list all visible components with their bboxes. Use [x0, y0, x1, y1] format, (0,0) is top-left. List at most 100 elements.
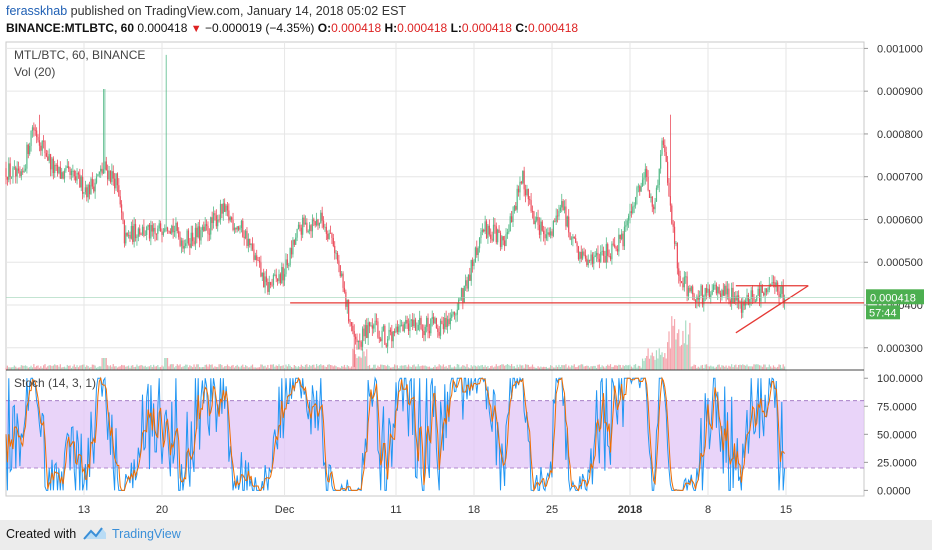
volume-bar [157, 364, 159, 370]
volume-bar [336, 367, 339, 370]
candle-body [129, 234, 131, 239]
volume-bar [349, 367, 351, 370]
candle-body [484, 221, 486, 232]
author-link[interactable]: ferasskhab [6, 4, 68, 18]
candle-body [517, 188, 520, 193]
volume-bar [534, 367, 536, 370]
candle-body [694, 300, 697, 302]
candle-body [318, 222, 320, 226]
volume-bar [417, 364, 419, 370]
candle-body [171, 225, 173, 234]
candle-body [506, 232, 509, 235]
candle-body [412, 319, 414, 327]
volume-bar [17, 367, 20, 370]
volume-bar [672, 325, 674, 370]
volume-bar [595, 367, 598, 370]
candle-body [427, 317, 429, 331]
candle-body [622, 233, 624, 247]
volume-bar [569, 367, 571, 370]
volume-bar [368, 364, 371, 370]
candle-body [382, 325, 385, 331]
volume-bar [548, 367, 550, 370]
volume-bar [116, 367, 119, 370]
volume-bar [622, 365, 624, 370]
volume-bar [23, 365, 25, 370]
candle-body [775, 282, 777, 288]
volume-bar [754, 364, 756, 370]
candle-body [228, 210, 230, 221]
volume-bar [519, 364, 521, 370]
candle-body [100, 168, 102, 172]
volume-bar [710, 365, 712, 370]
trendline-drawings[interactable] [6, 285, 864, 334]
candle-body [711, 290, 713, 295]
volume-bar [508, 364, 510, 370]
volume-bar [477, 365, 479, 370]
volume-bar [313, 364, 315, 370]
candle-body [70, 170, 73, 175]
volume-bar [232, 364, 234, 370]
candle-body [23, 170, 25, 173]
volume-bar [153, 364, 155, 370]
volume-bar [589, 367, 591, 370]
price-chart[interactable]: 0.001000 0.000900 0.000800 0.000700 0.000600… [0, 40, 932, 520]
tradingview-brand-link[interactable]: TradingView [112, 527, 181, 541]
candle-body [236, 226, 238, 230]
candle-body [296, 229, 298, 238]
candle-body [722, 290, 724, 296]
candle-body [527, 188, 529, 200]
volume-bar [158, 367, 160, 370]
volume-bar [739, 364, 741, 370]
volume-bar [197, 364, 199, 370]
candle-body [366, 325, 368, 338]
volume-bar [111, 366, 113, 370]
volume-bar [22, 365, 24, 370]
candle-body [217, 219, 219, 227]
volume-bar [251, 364, 254, 370]
time-axis[interactable]: 13 20 Dec 11 18 25 2018 8 15 [78, 504, 792, 516]
candle-body [151, 225, 153, 232]
candle-body [738, 295, 740, 303]
candle-body [16, 168, 18, 177]
volume-bar [384, 365, 386, 370]
volume-bar [146, 367, 148, 370]
candle-body [671, 205, 673, 224]
candle-body [413, 319, 415, 327]
candle-body [17, 168, 20, 171]
volume-bar [524, 364, 527, 370]
volume-bar [374, 364, 376, 370]
candle-body [324, 226, 326, 228]
volume-bar [579, 365, 581, 370]
volume-bar [95, 367, 98, 370]
candle-body [729, 300, 731, 304]
candle-body [65, 167, 67, 171]
created-with-text: Created with [6, 527, 77, 541]
candle-body [544, 234, 546, 239]
volume-bar [703, 367, 705, 370]
volume-bar [410, 367, 412, 370]
candle-body [115, 173, 117, 189]
volume-bar [212, 367, 215, 370]
volume-bar [264, 365, 266, 370]
volume-bar [328, 364, 330, 370]
symbol-label: BINANCE:MTLBTC, 60 [6, 21, 134, 35]
volume-bar [671, 316, 673, 370]
candle-body [636, 187, 638, 198]
candle-body [536, 216, 538, 221]
volume-bar [751, 366, 754, 370]
candle-body [251, 243, 254, 250]
candle-body [437, 328, 439, 332]
volume-bar [708, 366, 710, 370]
volume-bar [310, 366, 312, 370]
candle-body [548, 232, 550, 236]
volume-bar [348, 366, 350, 370]
candle-body [703, 295, 705, 305]
volume-bar [654, 359, 656, 370]
volume-bar [676, 333, 678, 370]
volume-bar [299, 367, 301, 370]
candle-body [24, 168, 27, 171]
candle-body [102, 169, 105, 174]
candle-body [465, 280, 467, 286]
candle-body [59, 166, 61, 179]
volume-bar [396, 365, 398, 370]
